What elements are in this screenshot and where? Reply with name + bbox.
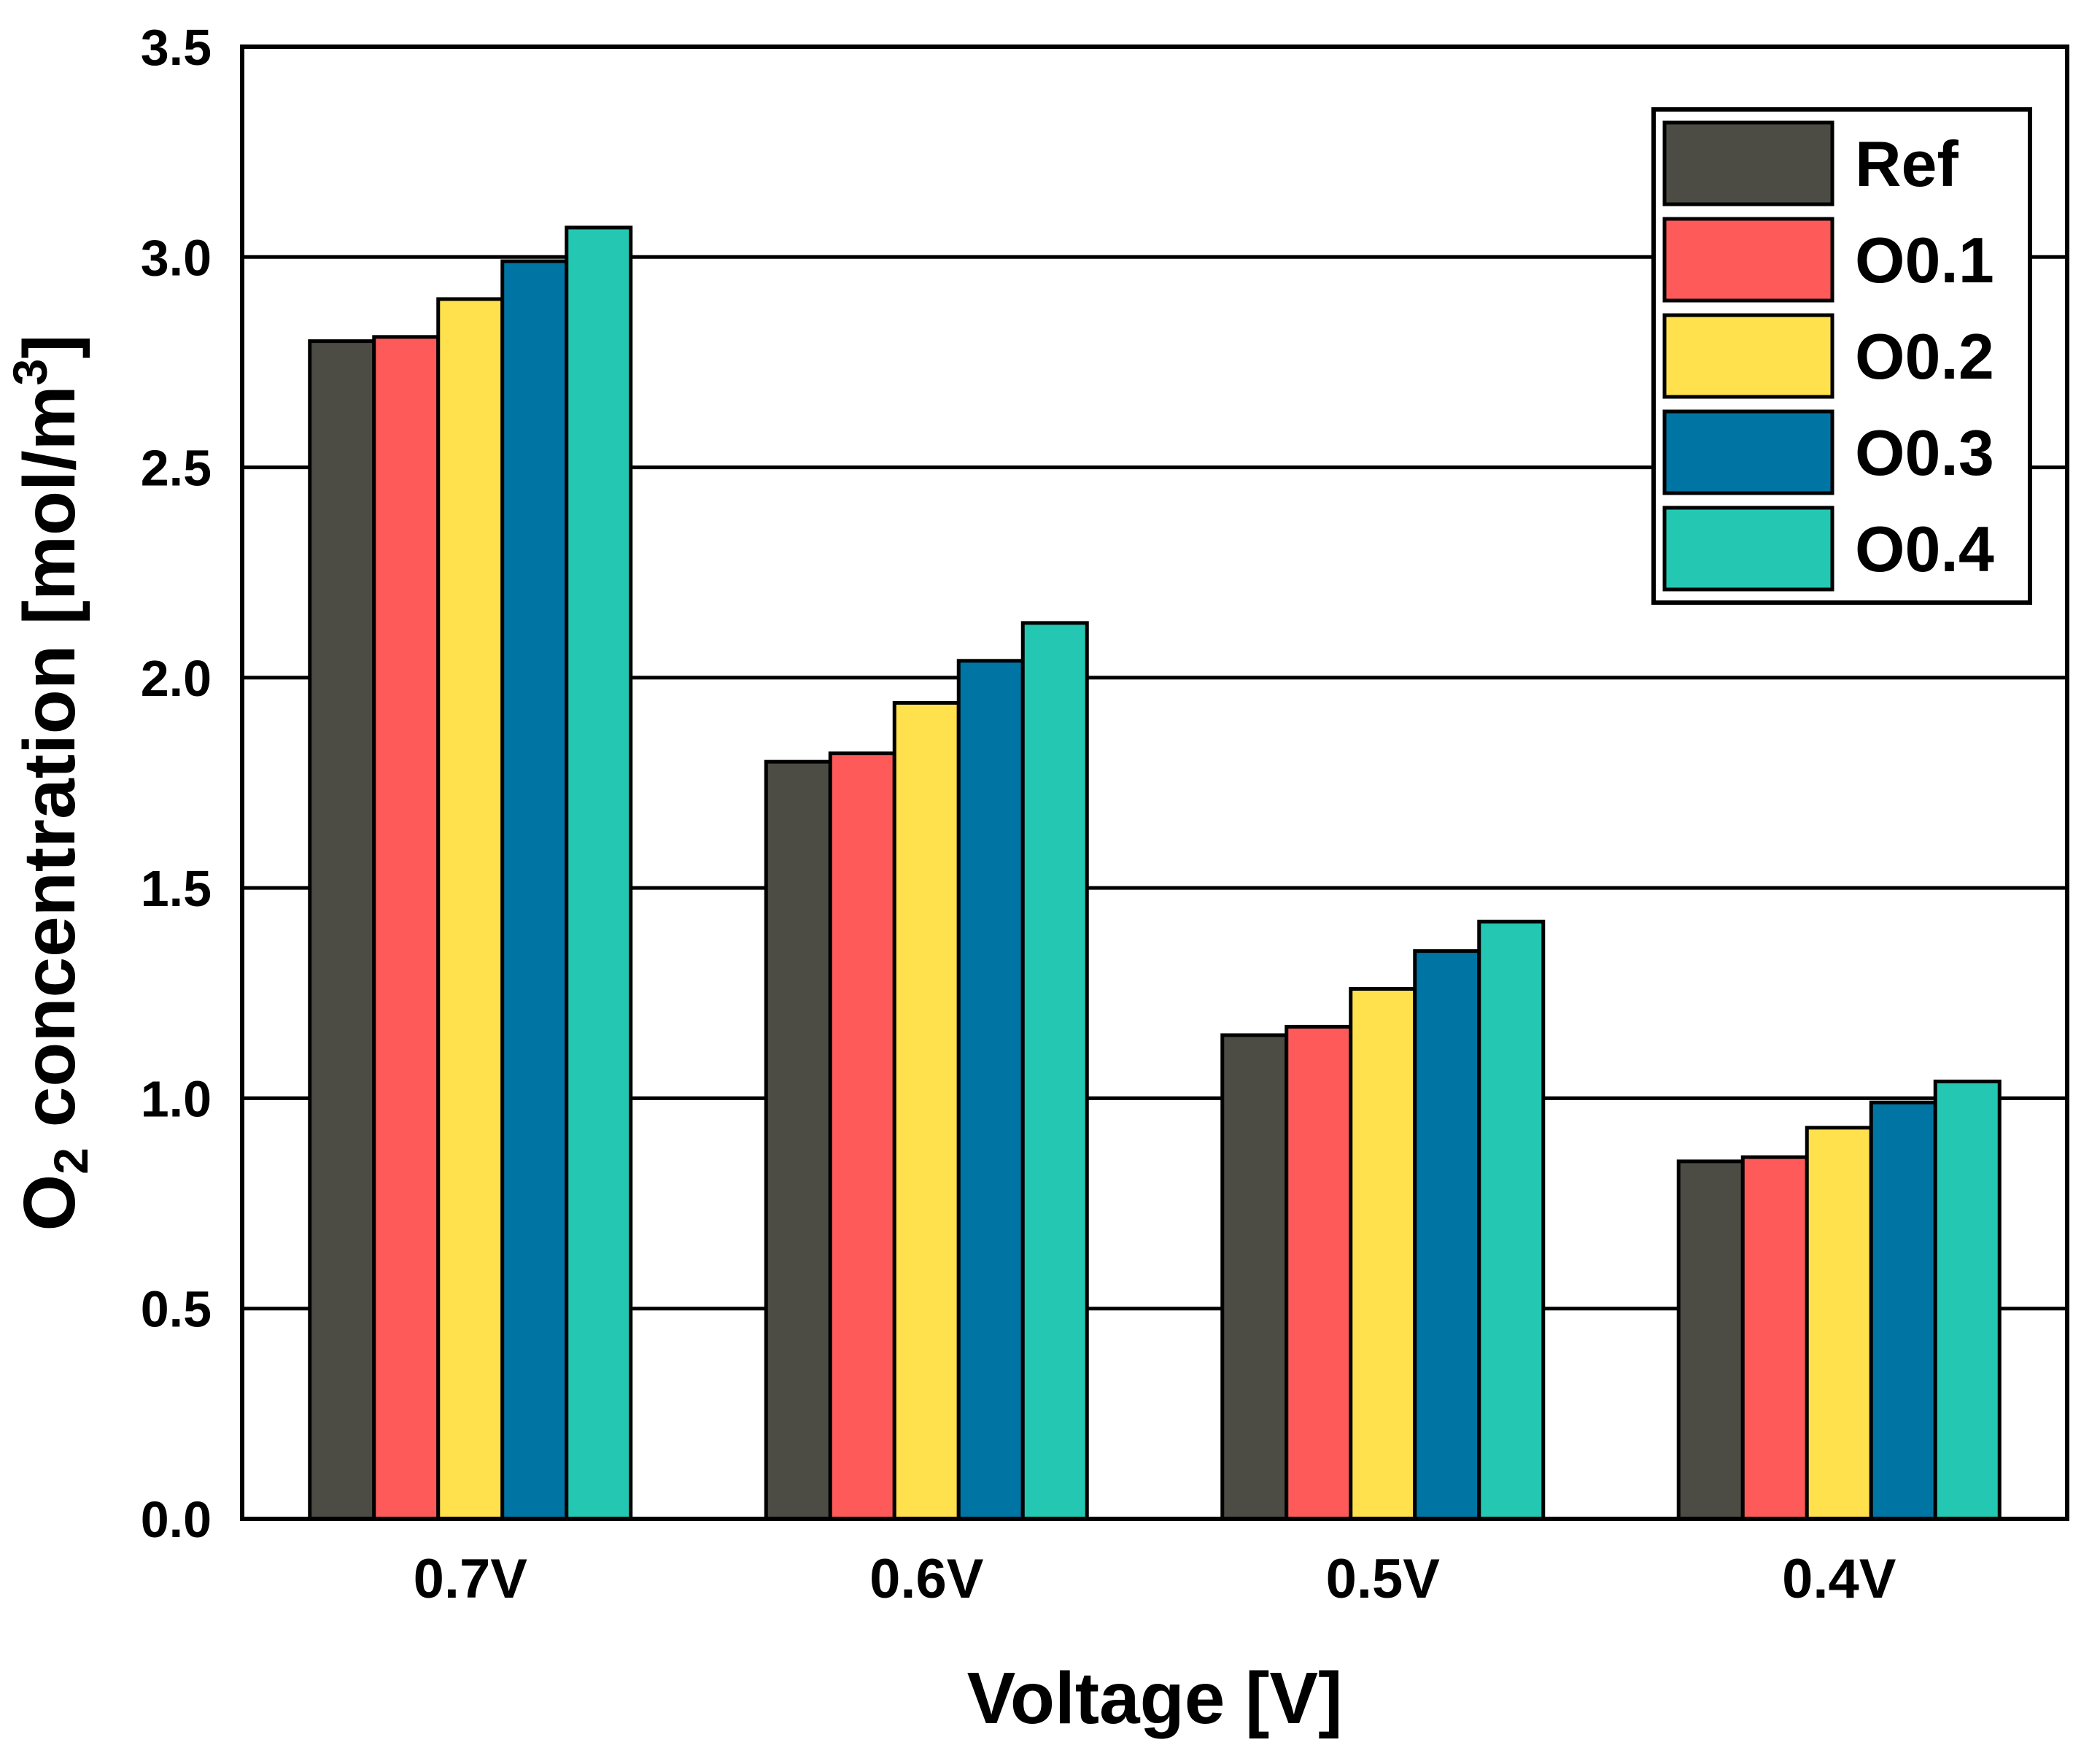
legend-label: O0.1	[1855, 224, 1994, 296]
bar-o04-05v	[1477, 919, 1546, 1521]
plot-frame	[240, 45, 2069, 1521]
bar-o04-07v	[565, 225, 633, 1521]
bar-ref-07v	[308, 339, 376, 1521]
x-tick-label: 0.5V	[1326, 1548, 1441, 1610]
bar-o03-07v	[500, 259, 569, 1521]
bar-o03-04v	[1869, 1100, 1937, 1521]
legend-swatch	[1662, 506, 1834, 592]
legend-label: O0.4	[1855, 513, 1994, 585]
x-tick-label: 0.6V	[869, 1548, 984, 1610]
bar-o02-06v	[892, 700, 961, 1521]
bar-o02-07v	[436, 297, 505, 1521]
bar-o03-06v	[956, 659, 1025, 1521]
y-tick-label: 3.5	[141, 19, 212, 76]
y-tick-label: 2.5	[141, 440, 212, 497]
legend-label: O0.2	[1855, 320, 1994, 392]
x-tick-labels: 0.7V 0.6V 0.5V 0.4V	[414, 1548, 1896, 1610]
y-tick-label: 0.5	[141, 1281, 212, 1338]
bar-o01-04v	[1740, 1155, 1809, 1521]
y-tick-label: 3.0	[141, 229, 212, 286]
legend: Ref O0.1 O0.2 O0.3 O0.4	[1651, 107, 2032, 605]
x-tick-label: 0.7V	[414, 1548, 528, 1610]
bar-ref-06v	[764, 759, 832, 1521]
bar-o04-04v	[1933, 1079, 2002, 1521]
legend-label: Ref	[1855, 128, 1958, 200]
y-tick-labels: 0.0 0.5 1.0 1.5 2.0 2.5 3.0 3.5	[141, 19, 212, 1548]
bar-o04-06v	[1020, 621, 1089, 1521]
legend-swatch	[1662, 217, 1834, 303]
y-axis-title: O2 concentration [mol/m3]	[3, 334, 98, 1231]
legend-swatch	[1662, 409, 1834, 495]
bar-o02-05v	[1349, 987, 1417, 1521]
legend-swatch	[1662, 120, 1834, 206]
x-tick-label: 0.4V	[1782, 1548, 1896, 1610]
legend-label: O0.3	[1855, 417, 1994, 489]
bar-o03-05v	[1413, 949, 1481, 1521]
bar-ref-05v	[1220, 1033, 1289, 1521]
y-tick-label: 1.5	[141, 860, 212, 917]
bar-o01-05v	[1285, 1024, 1353, 1521]
y-tick-label: 1.0	[141, 1070, 212, 1127]
y-tick-label: 0.0	[141, 1491, 212, 1548]
bars	[308, 225, 2002, 1521]
x-axis-title: Voltage [V]	[967, 1657, 1343, 1739]
legend-swatch	[1662, 313, 1834, 399]
bar-o01-07v	[372, 335, 441, 1521]
bar-ref-04v	[1676, 1159, 1745, 1521]
bar-o01-06v	[828, 751, 896, 1521]
bar-o02-04v	[1805, 1126, 1873, 1521]
y-tick-label: 2.0	[141, 650, 212, 707]
